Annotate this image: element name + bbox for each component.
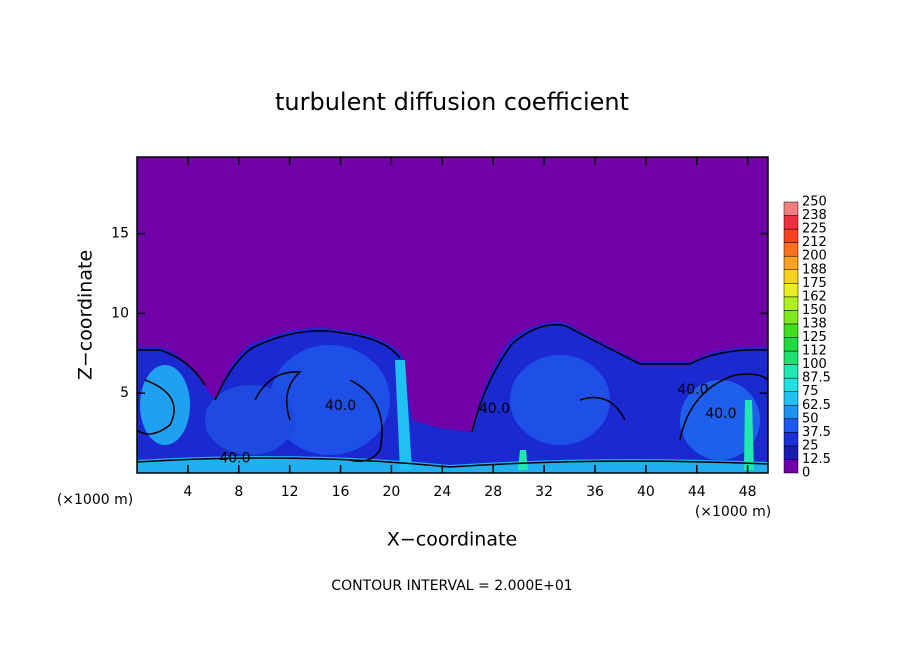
contour-label: 40.0 <box>479 401 510 417</box>
contour-line <box>679 373 769 441</box>
field-region <box>680 380 760 460</box>
x-tick-label: 44 <box>688 484 706 500</box>
colorbar-label: 225 <box>802 222 827 237</box>
colorbar-swatch <box>783 283 799 298</box>
colorbar-label: 125 <box>802 330 827 345</box>
colorbar-label: 112 <box>802 344 827 359</box>
x-unit: (×1000 m) <box>695 504 771 520</box>
colorbar-label: 12.5 <box>802 452 831 467</box>
colorbar-swatch <box>783 296 799 311</box>
field-region <box>510 355 610 445</box>
colorbar-label: 100 <box>802 357 827 372</box>
x-tick-label: 24 <box>433 484 451 500</box>
colorbar-swatch <box>783 310 799 325</box>
colorbar-swatch <box>783 215 799 230</box>
colorbar-label: 162 <box>802 289 827 304</box>
x-tick-label: 16 <box>332 484 350 500</box>
y-tick-label: 15 <box>111 226 129 242</box>
contour-line <box>579 396 626 421</box>
colorbar-swatch <box>783 391 799 406</box>
colorbar-label: 150 <box>802 303 827 318</box>
contour-line <box>136 379 175 435</box>
contour-line <box>254 371 302 421</box>
field-region <box>140 365 190 445</box>
colorbar-swatch <box>783 405 799 420</box>
y-axis-label: Z−coordinate <box>75 250 97 380</box>
contour-label: 40.0 <box>219 451 250 467</box>
colorbar-swatch <box>783 269 799 284</box>
x-unit: (×1000 m) <box>57 492 133 508</box>
x-tick-label: 32 <box>535 484 553 500</box>
x-axis-label: X−coordinate <box>387 529 517 551</box>
colorbar-swatch <box>783 337 799 352</box>
colorbar-swatch <box>783 255 799 271</box>
colorbar-swatch <box>783 242 799 257</box>
chart-title: turbulent diffusion coefficient <box>275 88 629 116</box>
contour-line <box>136 457 769 468</box>
colorbar-label: 0 <box>802 466 810 481</box>
contour-label: 40.0 <box>325 398 356 414</box>
contour-label: 40.0 <box>705 406 736 422</box>
footnote: CONTOUR INTERVAL = 2.000E+01 <box>331 578 572 594</box>
y-tick-label: 5 <box>120 385 129 401</box>
colorbar-swatch <box>783 445 799 460</box>
field-region <box>205 385 295 455</box>
x-tick-label: 20 <box>383 484 401 500</box>
x-tick-label: 48 <box>739 484 757 500</box>
colorbar-swatch <box>783 350 799 365</box>
plot-frame <box>136 156 769 474</box>
colorbar-swatch <box>783 459 799 474</box>
contour-line <box>137 330 401 401</box>
field-shading <box>136 157 769 473</box>
colorbar-label: 37.5 <box>802 425 831 440</box>
colorbar-label: 87.5 <box>802 371 831 386</box>
colorbar-label: 188 <box>802 262 827 277</box>
colorbar-swatch <box>783 418 799 433</box>
colorbar-swatch <box>783 201 799 216</box>
colorbar-swatch <box>783 323 799 338</box>
x-tick-label: 12 <box>281 484 299 500</box>
colorbar-label: 75 <box>802 384 819 399</box>
colorbar-swatch <box>783 228 799 243</box>
colorbar-label: 138 <box>802 316 827 331</box>
contour-label: 40.0 <box>677 382 708 398</box>
x-tick-label: 36 <box>586 484 604 500</box>
colorbar-label: 50 <box>802 411 819 426</box>
field-region <box>744 400 754 470</box>
x-tick-label: 40 <box>637 484 655 500</box>
field-region <box>395 360 412 470</box>
x-tick-label: 4 <box>183 484 192 500</box>
y-tick-label: 10 <box>111 305 129 321</box>
colorbar-swatch <box>783 432 799 447</box>
x-tick-label: 28 <box>484 484 502 500</box>
colorbar-label: 238 <box>802 208 827 223</box>
colorbar-label: 250 <box>802 195 827 210</box>
colorbar-label: 212 <box>802 235 827 250</box>
colorbar-swatch <box>783 377 799 392</box>
colorbar-swatch <box>783 364 799 379</box>
colorbar-label: 175 <box>802 276 827 291</box>
x-tick-label: 8 <box>234 484 243 500</box>
field-region <box>518 450 528 470</box>
contour-line <box>471 324 769 433</box>
colorbar-label: 62.5 <box>802 398 831 413</box>
colorbar-label: 25 <box>802 438 819 453</box>
colorbar-label: 200 <box>802 249 827 264</box>
field-region <box>137 456 768 473</box>
